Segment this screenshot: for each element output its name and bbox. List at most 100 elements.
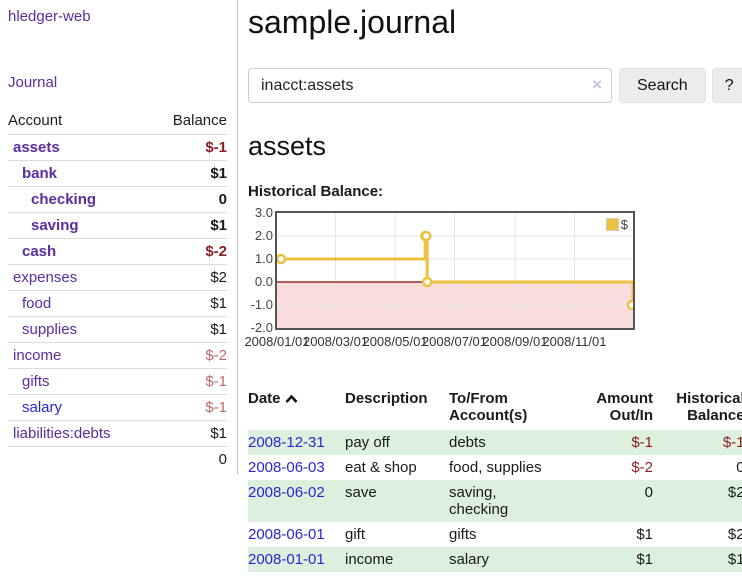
account-link[interactable]: liabilities:debts <box>13 425 111 442</box>
account-link[interactable]: cash <box>22 243 57 260</box>
x-axis-tick-label: 2008/09/01 <box>482 334 548 349</box>
x-axis-tick-label: 2008/07/01 <box>421 334 488 349</box>
sidebar: hledger-web Journal Account Balance asse… <box>0 0 238 474</box>
transaction-balance: $2 <box>727 526 742 543</box>
y-axis-tick-label: 0.0 <box>254 274 273 289</box>
transaction-description: pay off <box>345 434 390 451</box>
transaction-amount: $1 <box>636 526 653 543</box>
account-link[interactable]: expenses <box>13 269 78 286</box>
transaction-date-link[interactable]: 2008-12-31 <box>248 434 325 451</box>
y-axis-tick-label: 3.0 <box>254 205 273 220</box>
accounts-total-row: 0 <box>8 446 227 472</box>
transaction-balance: $1 <box>727 551 742 568</box>
transaction-amount: $-1 <box>631 434 653 451</box>
transaction-accounts: gifts <box>449 526 477 543</box>
account-balance: $-1 <box>151 394 227 421</box>
account-row: food $1 <box>8 290 227 317</box>
transaction-balance: $-1 <box>722 434 742 451</box>
account-row: liabilities:debts $1 <box>8 420 227 447</box>
account-row: bank $1 <box>8 160 227 187</box>
legend-swatch <box>605 218 619 231</box>
sidebar-item-journal[interactable]: Journal <box>8 74 58 91</box>
register-header-date[interactable]: Date <box>248 388 345 430</box>
account-row: income $-2 <box>8 342 227 369</box>
transaction-description: gift <box>345 526 366 543</box>
transaction-row: 2008-06-03 eat & shop food, supplies $-2 0 <box>248 455 742 480</box>
transaction-balance: 0 <box>736 459 742 476</box>
page-title: sample.journal <box>248 4 457 40</box>
account-link[interactable]: assets <box>13 139 60 156</box>
account-balance: $-2 <box>151 238 227 265</box>
search-button[interactable]: Search <box>619 68 706 103</box>
accounts-body: assets $-1 bank $1 checking 0 saving $1 cash $-2 e… <box>8 134 227 447</box>
chart-frame <box>275 211 635 330</box>
account-link[interactable]: supplies <box>22 321 78 338</box>
account-link[interactable]: bank <box>22 165 58 182</box>
account-link[interactable]: food <box>22 295 52 312</box>
transaction-date-link[interactable]: 2008-06-01 <box>248 526 325 543</box>
transaction-description: eat & shop <box>345 459 417 476</box>
account-balance: $1 <box>151 160 227 187</box>
account-row: assets $-1 <box>8 134 227 161</box>
register-table: Date Description To/From Account(s) Amou… <box>248 388 742 572</box>
account-balance: $1 <box>151 290 227 317</box>
account-link[interactable]: gifts <box>22 373 50 390</box>
transaction-date-link[interactable]: 2008-06-02 <box>248 484 325 501</box>
account-link[interactable]: checking <box>31 191 97 208</box>
transaction-amount: 0 <box>644 484 653 501</box>
x-axis-tick-label: 2008/11/01 <box>542 334 607 349</box>
account-link[interactable]: saving <box>31 217 79 234</box>
transaction-accounts: debts <box>449 434 486 451</box>
transaction-row: 2008-12-31 pay off debts $-1 $-1 <box>248 430 742 455</box>
transaction-row: 2008-06-02 save saving, checking 0 $2 <box>248 480 742 522</box>
chart-title: Historical Balance: <box>248 183 384 200</box>
accounts-table: Account Balance assets $-1 bank $1 checking 0… <box>8 108 227 472</box>
transaction-accounts: salary <box>449 551 490 568</box>
x-axis-tick-label: 2008/01/01 <box>244 334 310 349</box>
transaction-date-link[interactable]: 2008-06-03 <box>248 459 325 476</box>
accounts-total-value: 0 <box>151 446 227 472</box>
accounts-header-account: Account <box>8 108 152 135</box>
sort-ascending-icon <box>285 391 298 408</box>
y-axis-tick-label: 2.0 <box>254 228 273 243</box>
chart-legend: $ <box>605 217 628 232</box>
transaction-row: 2008-01-01 income salary $1 $1 <box>248 547 742 572</box>
transaction-accounts: saving, checking <box>449 484 509 518</box>
account-balance: $1 <box>151 316 227 343</box>
balance-chart: $ 3.0 2.0 1.0 0.0 -1.0 -2.0 2008/01/01 2008/03/… <box>244 205 635 349</box>
account-link[interactable]: salary <box>22 399 63 416</box>
x-axis-tick-label: 2008/05/01 <box>362 334 428 349</box>
register-header-balance: Historical Balance <box>676 390 742 424</box>
account-row: expenses $2 <box>8 264 227 291</box>
account-row: supplies $1 <box>8 316 227 343</box>
main-panel: sample.journal × Search ? assets Histori… <box>238 0 742 572</box>
transaction-amount: $1 <box>636 551 653 568</box>
search-input[interactable] <box>259 70 589 101</box>
accounts-header-balance: Balance <box>151 108 227 135</box>
search-box: × <box>248 68 612 103</box>
transaction-description: save <box>345 484 377 501</box>
y-axis-tick-label: -2.0 <box>250 320 273 335</box>
account-balance: $1 <box>151 212 227 239</box>
transaction-balance: $2 <box>727 484 742 501</box>
chart-canvas <box>277 213 633 328</box>
register-header-amount: Amount Out/In <box>596 390 653 424</box>
app-title-link[interactable]: hledger-web <box>8 8 91 25</box>
clear-search-icon[interactable]: × <box>592 75 602 94</box>
help-button[interactable]: ? <box>711 68 742 103</box>
register-header-description: Description <box>345 390 428 407</box>
account-balance: $2 <box>151 264 227 291</box>
account-row: checking 0 <box>8 186 227 213</box>
register-header-accounts: To/From Account(s) <box>449 390 528 424</box>
account-row: gifts $-1 <box>8 368 227 395</box>
search-row: × Search ? <box>248 68 742 103</box>
account-row: cash $-2 <box>8 238 227 265</box>
account-balance: $-1 <box>151 368 227 395</box>
account-link[interactable]: income <box>13 347 62 364</box>
account-balance: $1 <box>151 420 227 447</box>
transaction-row: 2008-06-01 gift gifts $1 $2 <box>248 522 742 547</box>
transaction-accounts: food, supplies <box>449 459 542 476</box>
account-balance: $-2 <box>151 342 227 369</box>
transaction-date-link[interactable]: 2008-01-01 <box>248 551 325 568</box>
